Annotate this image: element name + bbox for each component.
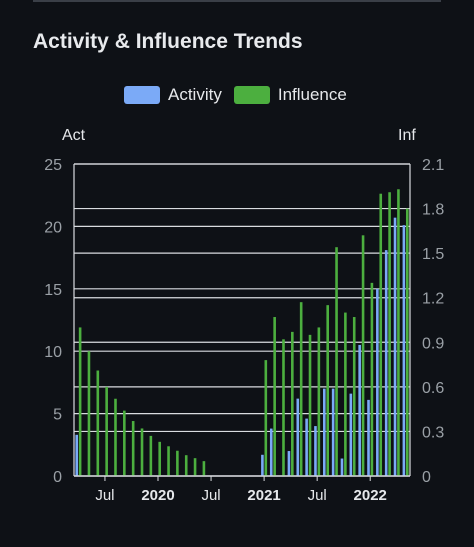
chart-legend: Activity Influence [124, 85, 347, 105]
activity-bar [367, 399, 370, 476]
activity-bar [261, 454, 264, 476]
x-tick-label: Jul [308, 487, 327, 504]
right-tick-label: 0.3 [422, 424, 444, 441]
activity-bar [393, 217, 397, 476]
right-tick-label: 1.5 [422, 246, 444, 263]
left-tick-label: 20 [44, 219, 62, 236]
influence-bar [184, 455, 188, 476]
influence-bar [123, 410, 126, 476]
left-tick-label: 25 [44, 157, 62, 174]
x-tick-label: Jul [95, 487, 114, 504]
influence-bar [96, 370, 100, 476]
left-axis-ticks: 0 5 10 15 20 25 [44, 157, 62, 486]
left-tick-label: 0 [53, 469, 62, 486]
influence-bar [326, 305, 329, 476]
influence-bar [158, 441, 161, 476]
x-tick-label: 2020 [141, 487, 174, 504]
right-axis-ticks: 0 0.3 0.6 0.9 1.2 1.5 1.8 2.1 [422, 157, 444, 486]
activity-bar [287, 451, 291, 476]
influence-bar [299, 302, 303, 476]
legend-item-influence[interactable]: Influence [233, 85, 347, 105]
activity-bar [296, 398, 300, 476]
activity-bar [314, 426, 317, 476]
influence-bar [379, 193, 383, 476]
influence-bar [273, 317, 276, 476]
influence-bar [388, 192, 391, 476]
x-tick-label: 2021 [247, 487, 280, 504]
left-tick-label: 10 [44, 344, 62, 361]
activity-bar [358, 344, 361, 476]
influence-bar [282, 339, 285, 476]
influence-bar [335, 247, 338, 476]
influence-bar [344, 312, 347, 476]
influence-bar [114, 398, 117, 476]
influence-bar [105, 386, 108, 476]
influence-bar [264, 360, 268, 476]
activity-bar [331, 388, 335, 476]
left-tick-label: 15 [44, 282, 62, 299]
influence-bar [308, 334, 312, 476]
x-axis-ticks: Jul 2020 Jul 2021 Jul 2022 [95, 476, 387, 504]
right-tick-label: 1.2 [422, 291, 444, 308]
right-tick-label: 0 [422, 469, 431, 486]
influence-bar [291, 331, 294, 476]
influence-bar [176, 450, 179, 476]
left-axis-title: Act [62, 127, 86, 144]
legend-item-activity[interactable]: Activity [124, 85, 222, 105]
influence-bar [317, 327, 321, 476]
influence-bar [405, 208, 409, 477]
right-tick-label: 2.1 [422, 157, 444, 174]
influence-bar [131, 421, 135, 476]
influence-bar [140, 428, 144, 476]
activity-bar [384, 250, 388, 476]
influence-bar [167, 446, 170, 476]
panel-top-border [33, 0, 441, 2]
activity-bar [75, 434, 79, 476]
activity-bar [349, 393, 353, 476]
legend-swatch-activity [124, 86, 160, 104]
legend-label-activity: Activity [168, 85, 222, 104]
influence-bar [202, 461, 206, 476]
influence-bar [370, 282, 374, 476]
influence-bar [397, 189, 400, 476]
activity-bar [376, 288, 379, 476]
plot-frame [73, 164, 411, 477]
bars [75, 189, 409, 477]
right-axis-title: Inf [398, 127, 416, 144]
activity-bar [340, 458, 344, 476]
x-tick-label: Jul [201, 487, 220, 504]
influence-bar [193, 458, 197, 476]
right-tick-label: 1.8 [422, 202, 444, 219]
activity-bar [269, 428, 273, 476]
influence-bar [352, 317, 356, 476]
left-tick-label: 5 [53, 407, 62, 424]
influence-bar [87, 351, 91, 476]
right-tick-label: 0.9 [422, 335, 444, 352]
legend-label-influence: Influence [277, 85, 347, 104]
legend-swatch-influence [233, 86, 270, 104]
activity-bar [323, 388, 326, 476]
chart-title: Activity & Influence Trends [33, 30, 303, 53]
influence-bar [149, 435, 153, 476]
activity-bar [402, 225, 406, 476]
influence-bar [78, 327, 82, 476]
right-tick-label: 0.6 [422, 380, 444, 397]
activity-bar [305, 418, 308, 476]
x-tick-label: 2022 [354, 487, 387, 504]
influence-bar [361, 235, 365, 476]
